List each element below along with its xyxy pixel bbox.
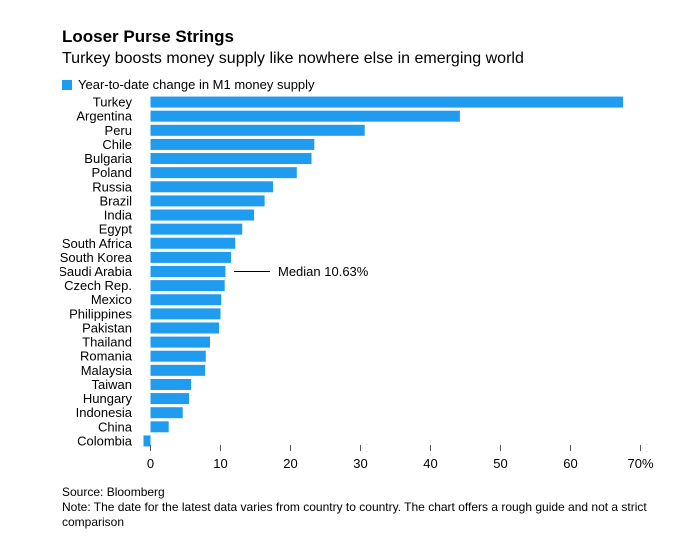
category-label: Turkey <box>93 95 133 110</box>
bar-poland <box>150 167 297 179</box>
bar-argentina <box>150 110 460 122</box>
bar-czech-rep- <box>150 280 225 292</box>
category-label: Brazil <box>99 193 132 208</box>
bar-indonesia <box>150 407 183 419</box>
category-label: India <box>104 208 133 223</box>
category-label: Peru <box>105 123 132 138</box>
category-label: Mexico <box>91 292 132 307</box>
category-label: South Africa <box>62 236 133 251</box>
bar-south-africa <box>150 237 236 249</box>
x-tick-label: 40 <box>423 456 437 471</box>
category-label: Egypt <box>99 222 133 237</box>
category-label: China <box>98 419 133 434</box>
category-labels: TurkeyArgentinaPeruChileBulgariaPolandRu… <box>58 95 133 449</box>
chart-title: Looser Purse Strings <box>62 27 234 46</box>
bar-romania <box>150 350 206 362</box>
category-label: Saudi Arabia <box>58 264 132 279</box>
bar-egypt <box>150 223 243 235</box>
x-tick-label: 0 <box>147 456 154 471</box>
category-label: Bulgaria <box>84 151 132 166</box>
footnote: Note: The date for the latest data varie… <box>62 500 647 529</box>
bar-chile <box>150 138 315 150</box>
bar-brazil <box>150 195 265 207</box>
footer: Source: Bloomberg Note: The date for the… <box>62 485 662 530</box>
median-annotation: Median 10.63% <box>278 264 369 279</box>
category-label: Thailand <box>82 335 132 350</box>
legend-label: Year-to-date change in M1 money supply <box>78 77 315 92</box>
bar-india <box>150 209 255 221</box>
bar-pakistan <box>150 322 220 334</box>
bar-chart: TurkeyArgentinaPeruChileBulgariaPolandRu… <box>58 95 654 471</box>
category-label: Hungary <box>83 391 133 406</box>
bar-south-korea <box>150 251 231 263</box>
bar-colombia <box>143 435 151 447</box>
category-label: Czech Rep. <box>64 278 132 293</box>
category-label: Romania <box>80 349 133 364</box>
bar-philippines <box>150 308 221 320</box>
source-note: Source: Bloomberg <box>62 485 165 499</box>
bar-mexico <box>150 294 222 306</box>
category-label: Poland <box>92 165 132 180</box>
bar-saudi-arabia <box>150 266 226 277</box>
bar-thailand <box>150 336 210 348</box>
x-tick-label: 70% <box>627 456 653 471</box>
category-label: Russia <box>92 179 133 194</box>
category-label: Argentina <box>76 109 132 124</box>
bar-peru <box>150 124 365 136</box>
bar-hungary <box>150 393 189 405</box>
category-label: Pakistan <box>82 320 132 335</box>
category-label: Indonesia <box>76 405 133 420</box>
category-label: Philippines <box>69 306 132 321</box>
legend: Year-to-date change in M1 money supply <box>62 77 315 92</box>
x-tick-label: 30 <box>353 456 367 471</box>
x-tick-label: 10 <box>213 456 227 471</box>
category-label: Malaysia <box>81 363 133 378</box>
bar-malaysia <box>150 364 206 376</box>
category-label: Taiwan <box>92 377 132 392</box>
bar-bulgaria <box>150 153 312 165</box>
legend-swatch <box>62 79 72 90</box>
bar-taiwan <box>150 378 192 390</box>
x-tick-label: 20 <box>283 456 297 471</box>
chart-subtitle: Turkey boosts money supply like nowhere … <box>62 50 524 67</box>
category-label: Colombia <box>77 433 133 448</box>
category-label: Chile <box>102 137 132 152</box>
category-label: South Korea <box>60 250 133 265</box>
x-tick-label: 50 <box>493 456 507 471</box>
x-tick-label: 60 <box>563 456 577 471</box>
bar-russia <box>150 181 273 193</box>
bar-china <box>150 421 169 433</box>
bar-turkey <box>150 96 623 108</box>
